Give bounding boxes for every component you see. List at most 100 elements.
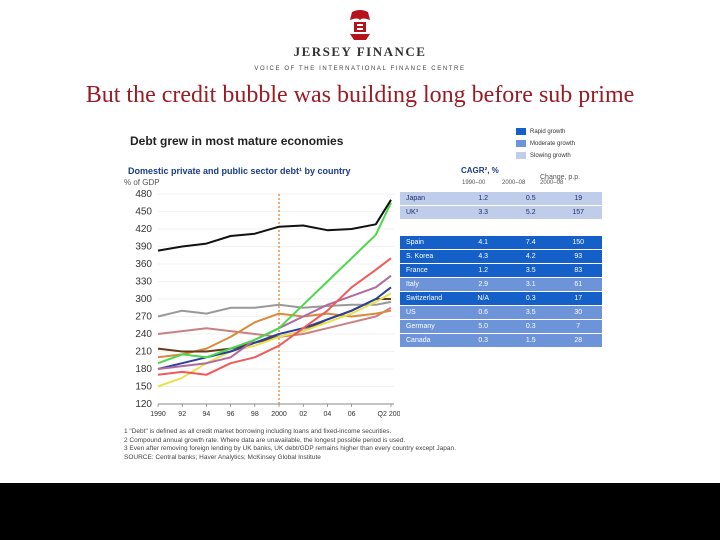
table-cell: 0.3 xyxy=(525,295,536,302)
table-cell: Japan xyxy=(406,195,426,202)
y-tick-label: 450 xyxy=(135,207,152,218)
y-tick-label: 420 xyxy=(135,224,152,235)
table-row: UK³ 3.3 5.2 157 xyxy=(400,206,602,219)
table-row: France 1.2 3.5 83 xyxy=(400,264,602,277)
table-cell: 1.2 xyxy=(478,267,489,274)
table-cell: 61 xyxy=(574,281,583,288)
legend-item: Slowing growth xyxy=(516,150,571,161)
table-column-header: 2000–08 xyxy=(502,180,526,186)
table-cell: 4.3 xyxy=(478,253,489,260)
legend-swatch xyxy=(516,152,526,159)
series-line xyxy=(157,286,392,370)
table-row: Canada 0.3 1.5 28 xyxy=(400,334,602,347)
footnote: 3 Even after removing foreign lending by… xyxy=(124,445,456,452)
table-cell: 3.5 xyxy=(525,267,536,274)
table-cell: 1.5 xyxy=(525,337,536,344)
table-cell: 1.2 xyxy=(478,195,489,202)
line-chart: 120 150 180 210 240 270 300 330 360 390 420 450 480 1… xyxy=(135,189,400,418)
table-column-header: 2000–08 xyxy=(540,180,564,186)
footnote: SOURCE: Central banks; Haver Analytics; … xyxy=(124,453,321,461)
table-cell: Spain xyxy=(406,239,424,246)
legend-label: Rapid growth xyxy=(530,128,566,135)
legend-item: Moderate growth xyxy=(516,138,575,149)
y-axis-label: % of GDP xyxy=(124,178,160,187)
chart-panel: Debt grew in most mature economies Domes… xyxy=(110,122,610,477)
table-cell: 2.9 xyxy=(478,281,489,288)
table-row: Japan 1.2 0.5 19 xyxy=(400,192,602,205)
table-row: Switzerland N/A 0.3 17 xyxy=(400,292,602,305)
legend-swatch xyxy=(516,128,526,135)
table-row: S. Korea 4.3 4.2 93 xyxy=(400,250,602,263)
table-cell: 157 xyxy=(572,209,585,216)
y-tick-label: 360 xyxy=(135,259,152,270)
footnotes: 1 "Debt" is defined as all credit market… xyxy=(124,428,456,462)
table-cell: Switzerland xyxy=(406,295,443,302)
x-tick-label: 96 xyxy=(227,411,235,418)
x-tick-label: Q2 2009 xyxy=(378,411,400,418)
table-cell: UK³ xyxy=(406,209,419,216)
legend-item: Rapid growth xyxy=(516,126,565,137)
y-tick-label: 270 xyxy=(135,312,152,323)
table-cell: S. Korea xyxy=(406,253,434,260)
jersey-finance-crest-icon xyxy=(350,10,370,40)
table-column-header: 1990–00 xyxy=(462,180,486,186)
table-cell: 28 xyxy=(574,337,583,344)
table-cell: N/A xyxy=(477,295,490,302)
y-tick-label: 150 xyxy=(135,382,152,393)
table-row: Spain 4.1 7.4 150 xyxy=(400,236,602,249)
x-tick-label: 04 xyxy=(324,411,332,418)
table-cell: France xyxy=(406,267,428,274)
table-cell: 150 xyxy=(572,239,585,246)
table-cell: 19 xyxy=(574,195,583,202)
footnote: 2 Compound annual growth rate. Where dat… xyxy=(124,436,406,444)
legend-swatch xyxy=(516,140,526,147)
table-cell: 17 xyxy=(574,295,583,302)
table-cell: 4.2 xyxy=(525,253,536,260)
series-line xyxy=(157,257,392,376)
series-line xyxy=(157,298,391,353)
series-line xyxy=(157,292,392,388)
y-tick-label: 180 xyxy=(135,364,152,375)
x-tick-label: 98 xyxy=(251,411,259,418)
series-line xyxy=(157,199,392,252)
footnote: 1 "Debt" is defined as all credit market… xyxy=(124,428,392,435)
table-cell: 3.1 xyxy=(525,281,536,288)
table-cell: 5.2 xyxy=(525,209,536,216)
table-cell: 0.3 xyxy=(525,323,536,330)
x-tick-label: 92 xyxy=(178,411,186,418)
x-tick-label: 2000 xyxy=(271,411,287,418)
brand-name: JERSEY FINANCE xyxy=(293,44,427,59)
table-cell: 3.5 xyxy=(525,309,536,316)
table-cell: 0.5 xyxy=(525,195,536,202)
legend-label: Moderate growth xyxy=(530,140,576,147)
table-cell: 5.0 xyxy=(478,323,489,330)
table-cell: 0.3 xyxy=(478,337,489,344)
y-tick-label: 390 xyxy=(135,242,152,253)
table-cell: Canada xyxy=(406,337,431,344)
table-row: Germany 5.0 0.3 7 xyxy=(400,320,602,333)
y-tick-label: 330 xyxy=(135,277,152,288)
bottom-bar xyxy=(0,483,720,540)
y-tick-label: 120 xyxy=(135,399,152,410)
brand-tagline: VOICE OF THE INTERNATIONAL FINANCE CENTR… xyxy=(254,66,466,72)
table-row: Italy 2.9 3.1 61 xyxy=(400,278,602,291)
slide-headline: But the credit bubble was building long … xyxy=(85,82,635,108)
table-cell: Germany xyxy=(406,323,435,330)
table-cell: 0.6 xyxy=(478,309,489,316)
x-tick-label: 1990 xyxy=(150,411,166,418)
table-cell: 4.1 xyxy=(478,239,489,246)
y-tick-label: 240 xyxy=(135,329,152,340)
table-cell: Italy xyxy=(406,281,419,288)
series-line xyxy=(157,300,392,318)
series-line xyxy=(157,202,392,365)
y-tick-label: 210 xyxy=(135,347,152,358)
y-tick-label: 300 xyxy=(135,294,152,305)
table-row: US 0.6 3.5 30 xyxy=(400,306,602,319)
change-header: Change, p.p. xyxy=(540,174,581,181)
legend-label: Slowing growth xyxy=(530,152,571,159)
table-cell: 93 xyxy=(574,253,583,260)
table-cell: 83 xyxy=(574,267,583,274)
y-tick-label: 480 xyxy=(135,189,152,200)
table-cell: 30 xyxy=(574,309,583,316)
